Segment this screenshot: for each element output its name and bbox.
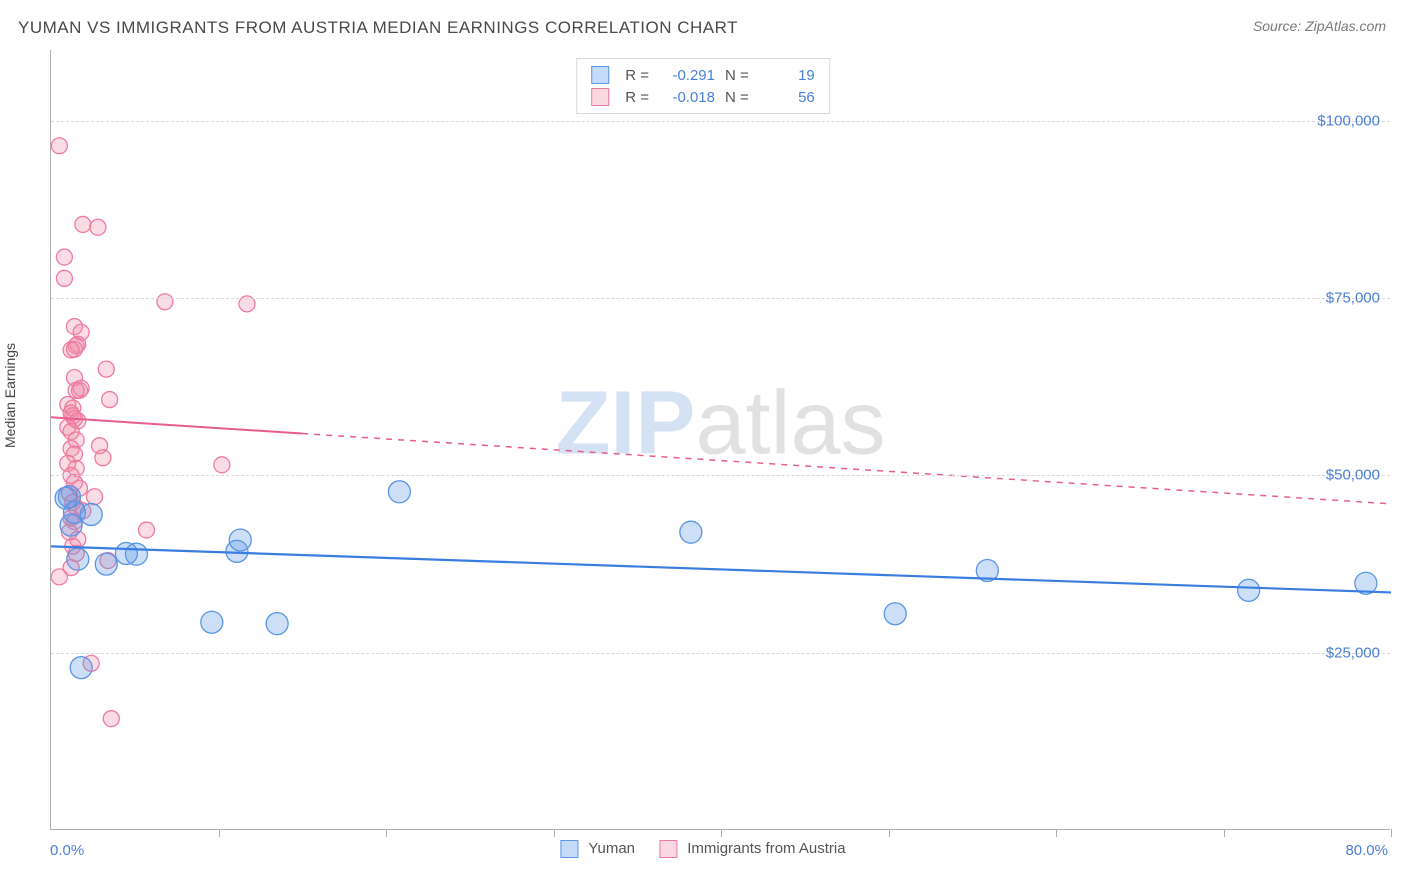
- x-tick: [554, 829, 555, 837]
- gridline-h: [51, 298, 1390, 299]
- data-point: [214, 457, 230, 473]
- data-point: [98, 361, 114, 377]
- legend-yuman-label: Yuman: [588, 840, 635, 857]
- data-point: [70, 657, 92, 679]
- legend-stats-row-blue: R = -0.291 N = 19: [591, 64, 815, 86]
- legend-austria-label: Immigrants from Austria: [687, 840, 845, 857]
- legend-bottom: Yuman Immigrants from Austria: [560, 840, 845, 858]
- data-point: [95, 553, 117, 575]
- legend-top-stats: R = -0.291 N = 19 R = -0.018 N = 56: [576, 58, 830, 114]
- gridline-h: [51, 475, 1390, 476]
- data-point: [201, 611, 223, 633]
- x-tick: [386, 829, 387, 837]
- data-point: [102, 392, 118, 408]
- data-point: [388, 481, 410, 503]
- data-point: [51, 569, 67, 585]
- blue-n-value: 19: [759, 67, 815, 84]
- x-tick: [1391, 829, 1392, 837]
- data-point: [63, 342, 79, 358]
- legend-stats-row-pink: R = -0.018 N = 56: [591, 86, 815, 108]
- data-point: [95, 450, 111, 466]
- data-point: [68, 382, 84, 398]
- data-point: [56, 249, 72, 265]
- y-tick-label: $25,000: [1326, 644, 1380, 661]
- y-tick-label: $50,000: [1326, 467, 1380, 484]
- data-point: [157, 294, 173, 310]
- data-point: [680, 521, 702, 543]
- x-tick: [1056, 829, 1057, 837]
- gridline-h: [51, 121, 1390, 122]
- x-axis-max-label: 80.0%: [1345, 842, 1388, 859]
- pink-r-value: -0.018: [659, 89, 715, 106]
- x-tick: [219, 829, 220, 837]
- r-label: R =: [625, 67, 649, 84]
- blue-r-value: -0.291: [659, 67, 715, 84]
- y-tick-label: $75,000: [1326, 290, 1380, 307]
- data-point: [1238, 579, 1260, 601]
- x-tick: [1224, 829, 1225, 837]
- chart-plot-area: ZIPatlas $25,000$50,000$75,000$100,000: [50, 50, 1390, 830]
- y-axis-title: Median Earnings: [2, 343, 18, 448]
- swatch-pink-icon: [659, 840, 677, 858]
- data-point: [138, 522, 154, 538]
- gridline-h: [51, 653, 1390, 654]
- data-point: [266, 613, 288, 635]
- source-label: Source: ZipAtlas.com: [1253, 18, 1386, 34]
- data-point: [884, 603, 906, 625]
- swatch-pink-icon: [591, 88, 609, 106]
- data-point: [80, 503, 102, 525]
- data-point: [51, 138, 67, 154]
- data-point: [56, 270, 72, 286]
- data-point: [125, 543, 147, 565]
- y-tick-label: $100,000: [1317, 112, 1380, 129]
- data-point: [75, 216, 91, 232]
- pink-n-value: 56: [759, 89, 815, 106]
- x-tick: [721, 829, 722, 837]
- data-point: [67, 548, 89, 570]
- x-tick: [889, 829, 890, 837]
- n-label: N =: [725, 67, 749, 84]
- legend-item-yuman: Yuman: [560, 840, 635, 858]
- data-point: [90, 219, 106, 235]
- chart-title: YUMAN VS IMMIGRANTS FROM AUSTRIA MEDIAN …: [18, 18, 738, 38]
- legend-item-austria: Immigrants from Austria: [659, 840, 846, 858]
- trend-line-solid: [51, 417, 302, 433]
- swatch-blue-icon: [591, 66, 609, 84]
- scatter-svg: [51, 50, 1390, 829]
- swatch-blue-icon: [560, 840, 578, 858]
- data-point: [87, 489, 103, 505]
- trend-line-solid: [51, 546, 1391, 592]
- x-axis-min-label: 0.0%: [50, 842, 84, 859]
- trend-line-dashed: [302, 434, 1391, 504]
- r-label: R =: [625, 89, 649, 106]
- data-point: [103, 711, 119, 727]
- data-point: [226, 540, 248, 562]
- n-label: N =: [725, 89, 749, 106]
